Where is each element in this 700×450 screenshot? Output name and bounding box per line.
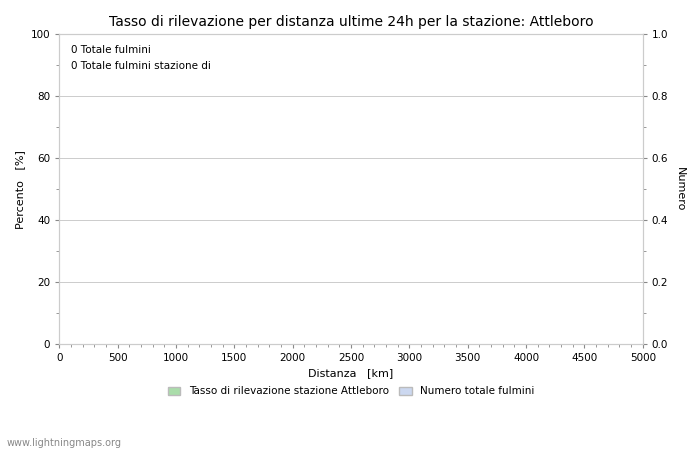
Text: www.lightningmaps.org: www.lightningmaps.org xyxy=(7,438,122,448)
Title: Tasso di rilevazione per distanza ultime 24h per la stazione: Attleboro: Tasso di rilevazione per distanza ultime… xyxy=(108,15,594,29)
X-axis label: Distanza   [km]: Distanza [km] xyxy=(309,369,393,378)
Y-axis label: Percento   [%]: Percento [%] xyxy=(15,150,25,229)
Text: 0 Totale fulmini stazione di: 0 Totale fulmini stazione di xyxy=(71,61,211,71)
Y-axis label: Numero: Numero xyxy=(675,167,685,211)
Legend: Tasso di rilevazione stazione Attleboro, Numero totale fulmini: Tasso di rilevazione stazione Attleboro,… xyxy=(164,382,538,400)
Text: 0 Totale fulmini: 0 Totale fulmini xyxy=(71,45,150,55)
